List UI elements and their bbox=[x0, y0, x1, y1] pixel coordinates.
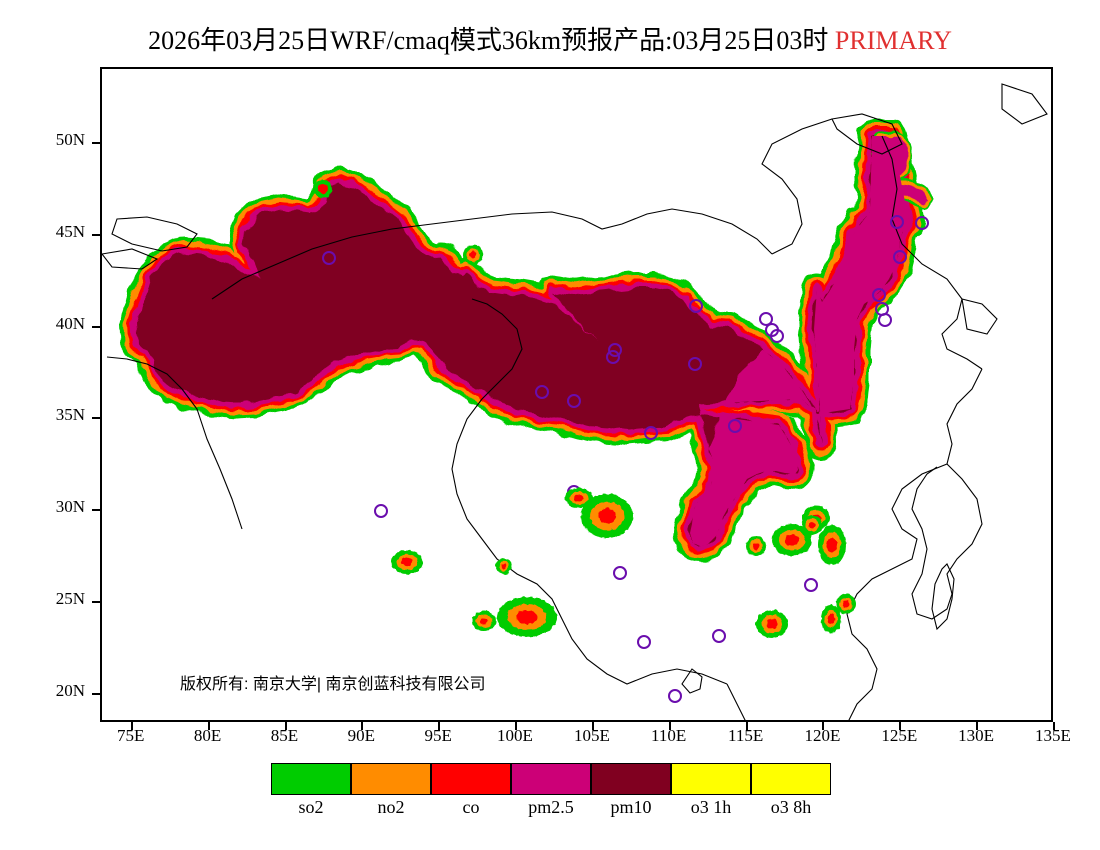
svg-text:版权所有: 南京大学| 南京创蓝科技有限公司: 版权所有: 南京大学| 南京创蓝科技有限公司 bbox=[180, 675, 486, 693]
